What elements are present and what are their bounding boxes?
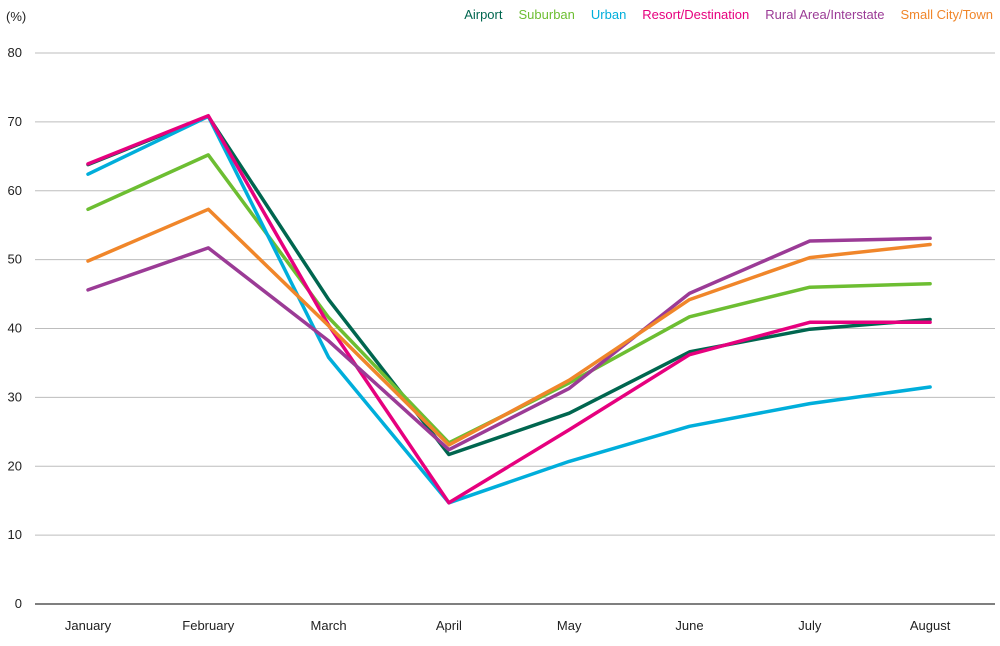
series-line-resort-destination: [86, 113, 932, 505]
legend-item: Small City/Town: [901, 7, 993, 22]
gridlines: [35, 52, 995, 605]
x-tick-label: March: [311, 618, 347, 633]
x-tick-label: August: [910, 618, 951, 633]
y-tick-label: 10: [8, 527, 22, 542]
legend-item: Resort/Destination: [642, 7, 749, 22]
x-axis-ticks: January February March April May June July Augu…: [65, 618, 951, 633]
series-line-urban: [86, 114, 932, 505]
y-tick-label: 30: [8, 389, 22, 404]
x-tick-label: July: [798, 618, 822, 633]
legend-item: Rural Area/Interstate: [765, 7, 884, 22]
y-axis-ticks: 0 10 20 30 40 50 60 70 80: [8, 45, 22, 611]
y-tick-label: 60: [8, 183, 22, 198]
series-line-small-city-town: [86, 207, 932, 447]
y-tick-label: 80: [8, 45, 22, 60]
y-unit-label: (%): [6, 9, 26, 24]
series-line-rural-area-interstate: [86, 236, 932, 452]
x-tick-label: May: [557, 618, 582, 633]
legend: Airport Suburban Urban Resort/Destination Ru…: [464, 7, 993, 22]
series-line-airport: [86, 114, 932, 457]
y-tick-label: 70: [8, 114, 22, 129]
x-tick-label: January: [65, 618, 112, 633]
x-tick-label: June: [675, 618, 703, 633]
x-tick-label: February: [182, 618, 235, 633]
legend-item: Airport: [464, 7, 503, 22]
y-tick-label: 0: [15, 596, 22, 611]
series-line-suburban: [86, 153, 932, 445]
x-tick-label: April: [436, 618, 462, 633]
series-lines: [86, 113, 932, 505]
legend-item: Urban: [591, 7, 626, 22]
legend-item: Suburban: [519, 7, 575, 22]
y-tick-label: 40: [8, 321, 22, 336]
y-tick-label: 20: [8, 458, 22, 473]
y-tick-label: 50: [8, 252, 22, 267]
